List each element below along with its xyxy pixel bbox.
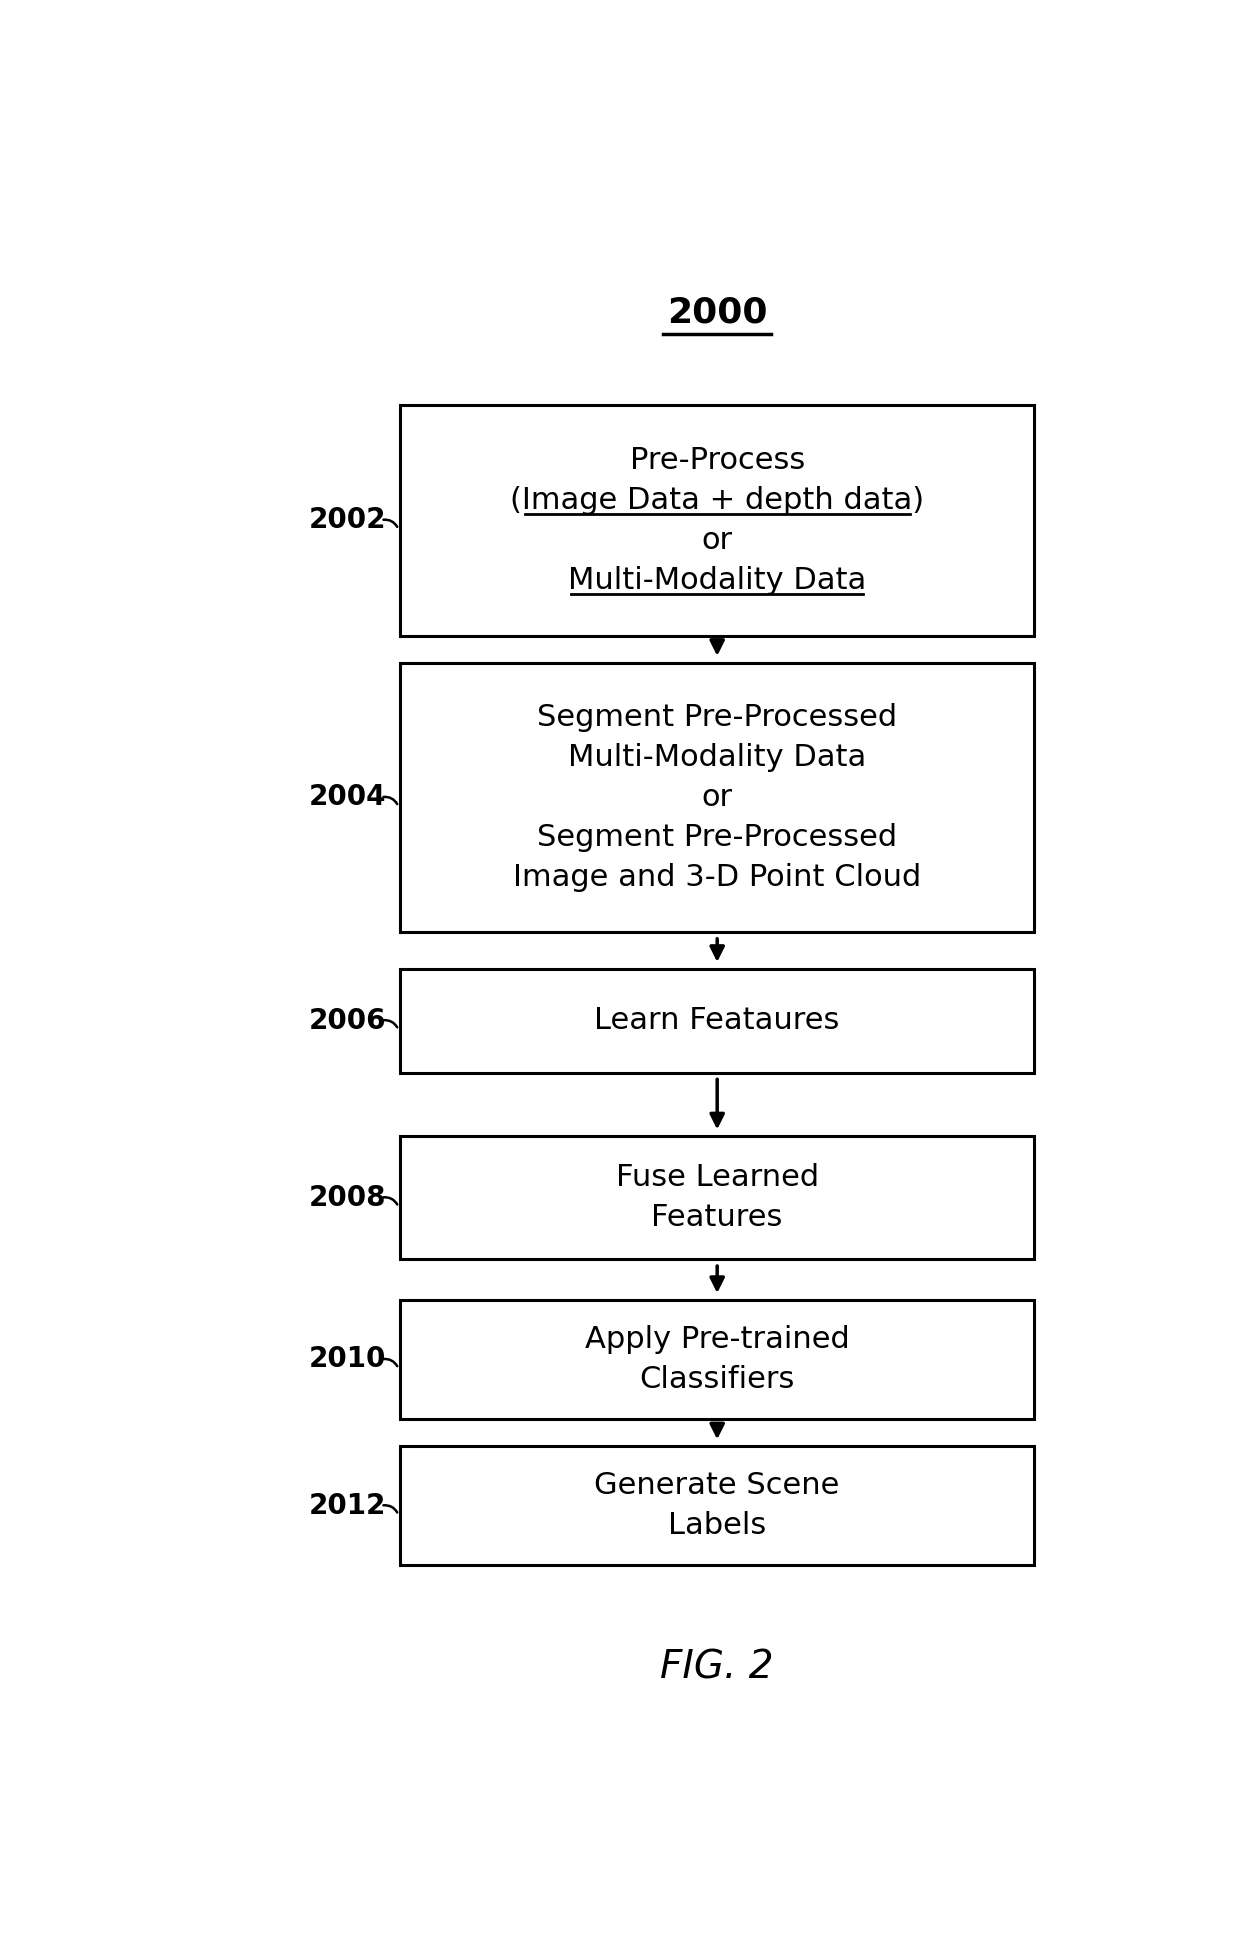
Text: 2004: 2004 xyxy=(309,784,386,811)
Text: Segment Pre-Processed: Segment Pre-Processed xyxy=(537,704,898,731)
Text: Image and 3-D Point Cloud: Image and 3-D Point Cloud xyxy=(513,862,921,892)
Bar xyxy=(401,404,1034,635)
Text: (Image Data + depth data): (Image Data + depth data) xyxy=(510,486,924,515)
Text: 2002: 2002 xyxy=(309,506,386,535)
Text: Fuse Learned: Fuse Learned xyxy=(615,1162,818,1192)
Text: Labels: Labels xyxy=(668,1511,766,1541)
Text: 2010: 2010 xyxy=(309,1345,386,1374)
Text: Apply Pre-trained: Apply Pre-trained xyxy=(585,1325,849,1354)
Text: Multi-Modality Data: Multi-Modality Data xyxy=(568,566,867,594)
Text: Features: Features xyxy=(651,1203,782,1233)
Bar xyxy=(401,662,1034,933)
Bar xyxy=(401,968,1034,1072)
Text: 2006: 2006 xyxy=(309,1007,386,1035)
Text: 2000: 2000 xyxy=(667,296,768,329)
Text: Learn Feataures: Learn Feataures xyxy=(594,1005,839,1035)
Text: Generate Scene: Generate Scene xyxy=(594,1472,839,1499)
Text: Segment Pre-Processed: Segment Pre-Processed xyxy=(537,823,898,853)
Text: Multi-Modality Data: Multi-Modality Data xyxy=(568,743,867,772)
Text: or: or xyxy=(702,782,733,811)
Bar xyxy=(401,1137,1034,1260)
Text: FIG. 2: FIG. 2 xyxy=(661,1648,774,1686)
Text: Pre-Process: Pre-Process xyxy=(630,445,805,474)
Text: 2012: 2012 xyxy=(309,1492,386,1519)
Text: or: or xyxy=(702,525,733,555)
Bar xyxy=(401,1299,1034,1419)
Text: Classifiers: Classifiers xyxy=(640,1364,795,1394)
Bar xyxy=(401,1446,1034,1566)
Text: 2008: 2008 xyxy=(309,1184,386,1211)
